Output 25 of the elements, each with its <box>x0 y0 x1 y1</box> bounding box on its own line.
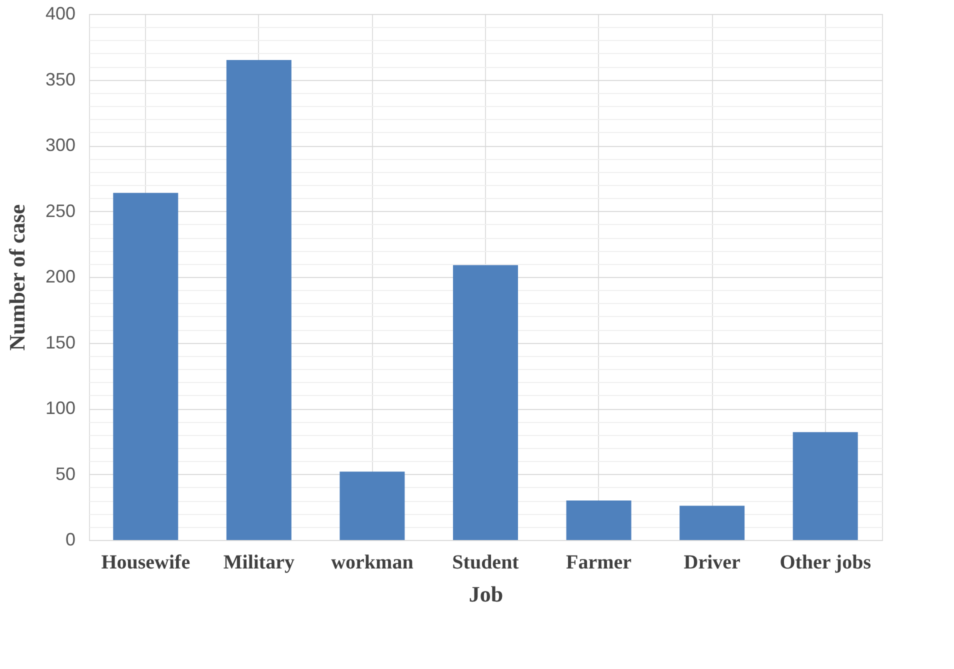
x-tick-label: Housewife <box>101 552 190 574</box>
bar <box>680 506 745 540</box>
y-tick-label: 50 <box>55 464 76 484</box>
y-tick-label: 250 <box>45 200 76 221</box>
y-tick-label: 150 <box>45 332 76 352</box>
x-tick-label: Driver <box>684 552 741 574</box>
y-tick-label: 350 <box>45 69 76 90</box>
x-tick-label: Farmer <box>566 552 632 574</box>
y-tick-label: 100 <box>45 398 76 418</box>
x-axis-title: Job <box>468 582 504 606</box>
x-tick-label: Other jobs <box>780 552 872 574</box>
y-tick-label: 200 <box>45 266 76 286</box>
y-tick-label: 0 <box>65 530 76 550</box>
y-tick-label: 300 <box>45 135 76 155</box>
bar <box>340 472 405 540</box>
bar <box>566 500 632 540</box>
bar <box>226 60 292 540</box>
x-tick-label: Military <box>223 552 294 574</box>
bar <box>113 192 178 540</box>
y-tick-label: 400 <box>45 4 76 24</box>
x-tick-label: workman <box>331 552 414 574</box>
x-tick-label: Student <box>452 552 520 574</box>
bar <box>453 265 518 540</box>
bar <box>792 432 858 540</box>
y-axis-title: Number of case <box>4 204 30 351</box>
